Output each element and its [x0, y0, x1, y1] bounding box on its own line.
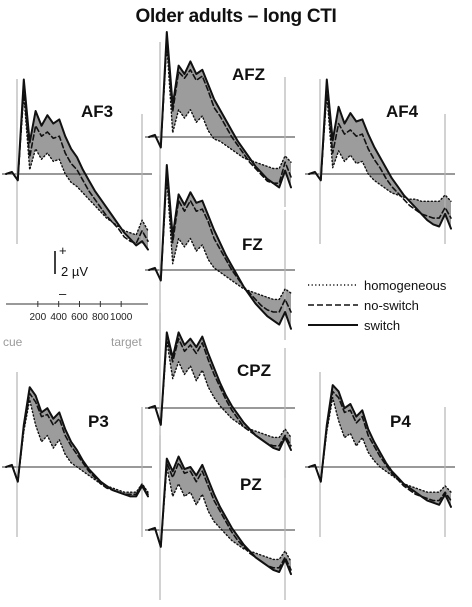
- tick-label-600: 600: [71, 312, 88, 323]
- panel-af3: AF3: [2, 78, 152, 251]
- panel-pz: PZ: [145, 435, 295, 600]
- series-homogeneous-afz: [148, 43, 292, 170]
- series-no-switch-af3: [5, 89, 149, 245]
- cue-label: cue: [3, 335, 23, 349]
- electrode-label-p4: P4: [390, 412, 411, 431]
- legend: homogeneous no-switch switch: [308, 278, 447, 333]
- legend-label-no-switch: no-switch: [364, 298, 419, 313]
- series-switch-pz: [148, 455, 292, 576]
- tick-label-400: 400: [50, 312, 67, 323]
- tick-label-800: 800: [92, 312, 109, 323]
- series-switch-cpz: [148, 331, 292, 451]
- series-switch-p4: [308, 384, 452, 508]
- tick-label-1000: 1000: [110, 312, 133, 323]
- series-homogeneous-p3: [5, 399, 149, 493]
- tick-label-200: 200: [29, 312, 46, 323]
- panel-fz: FZ: [145, 164, 295, 340]
- series-no-switch-fz: [148, 172, 292, 313]
- target-label: target: [111, 335, 142, 349]
- panel-af4: AF4: [305, 78, 455, 244]
- time-axis: 200 400 600 800 1000 cue target: [3, 301, 148, 349]
- series-homogeneous-af4: [308, 93, 452, 203]
- panel-p4: P4: [305, 372, 455, 537]
- series-homogeneous-cpz: [148, 340, 292, 439]
- series-homogeneous-fz: [148, 176, 292, 301]
- series-switch-af4: [308, 78, 452, 230]
- panel-p3: P3: [2, 372, 152, 537]
- electrode-label-afz: AFZ: [232, 65, 265, 84]
- series-switch-afz: [148, 31, 292, 189]
- series-homogeneous-af3: [5, 93, 149, 236]
- series-homogeneous-pz: [148, 466, 292, 563]
- legend-label-homogeneous: homogeneous: [364, 278, 447, 293]
- difference-area-cpz: [149, 332, 291, 450]
- electrode-label-fz: FZ: [242, 235, 263, 254]
- electrode-label-af3: AF3: [81, 102, 113, 121]
- series-switch-af3: [5, 78, 149, 251]
- chart-title: Older adults – long CTI: [135, 6, 337, 27]
- series-no-switch-af4: [308, 89, 452, 219]
- difference-area-af4: [309, 79, 451, 229]
- scale-minus: –: [59, 286, 67, 301]
- electrode-label-cpz: CPZ: [237, 361, 271, 380]
- electrode-panels: AF3 AFZ AF4 FZ CPZ P3 PZ P4: [2, 31, 455, 600]
- series-homogeneous-p4: [308, 397, 452, 493]
- difference-area-pz: [149, 456, 291, 575]
- series-no-switch-afz: [148, 39, 292, 184]
- panel-cpz: CPZ: [145, 313, 295, 478]
- series-switch-fz: [148, 164, 292, 330]
- amplitude-scale-bar: +2 µV –: [54, 243, 88, 301]
- electrode-label-pz: PZ: [240, 475, 262, 494]
- scale-value: 2 µV: [61, 264, 88, 279]
- legend-label-switch: switch: [364, 318, 400, 333]
- series-switch-p3: [5, 386, 149, 498]
- difference-area-p4: [309, 385, 451, 507]
- panel-afz: AFZ: [145, 31, 295, 207]
- difference-area-fz: [149, 165, 291, 329]
- electrode-label-af4: AF4: [386, 102, 419, 121]
- electrode-label-p3: P3: [88, 412, 109, 431]
- difference-area-af3: [6, 79, 148, 250]
- scale-plus: +: [59, 243, 67, 258]
